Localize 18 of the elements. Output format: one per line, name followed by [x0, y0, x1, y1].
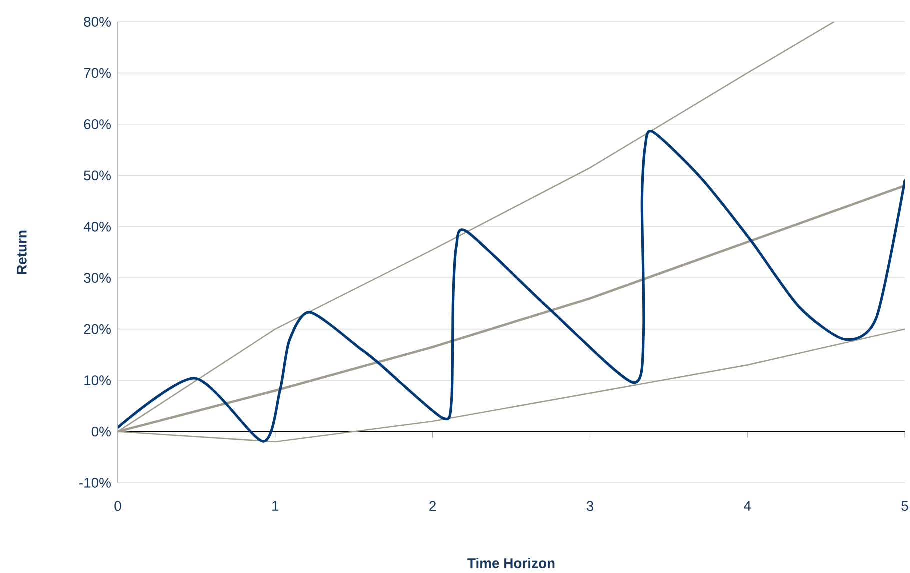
x-tick-label: 2 [430, 501, 436, 512]
y-tick-label: 40% [84, 222, 111, 232]
y-tick-label: 70% [84, 68, 111, 78]
y-tick-label: -10% [80, 478, 111, 488]
y-tick-label: 0% [92, 426, 111, 437]
y-tick-label: 20% [84, 324, 111, 334]
y-tick-label: 10% [84, 376, 111, 386]
y-tick-label: 60% [84, 120, 111, 130]
x-tick-label: 5 [902, 501, 908, 512]
x-tick-label: 1 [272, 501, 279, 511]
y-axis-title: Return [17, 230, 27, 274]
y-tick-label: 30% [84, 273, 111, 284]
x-axis-title: Time Horizon [468, 558, 555, 568]
y-tick-label: 80% [84, 17, 111, 27]
x-tick-label: 0 [114, 501, 122, 512]
x-tick-label: 3 [586, 501, 594, 512]
x-tick-label: 4 [744, 501, 752, 511]
y-tick-label: 50% [84, 170, 111, 181]
